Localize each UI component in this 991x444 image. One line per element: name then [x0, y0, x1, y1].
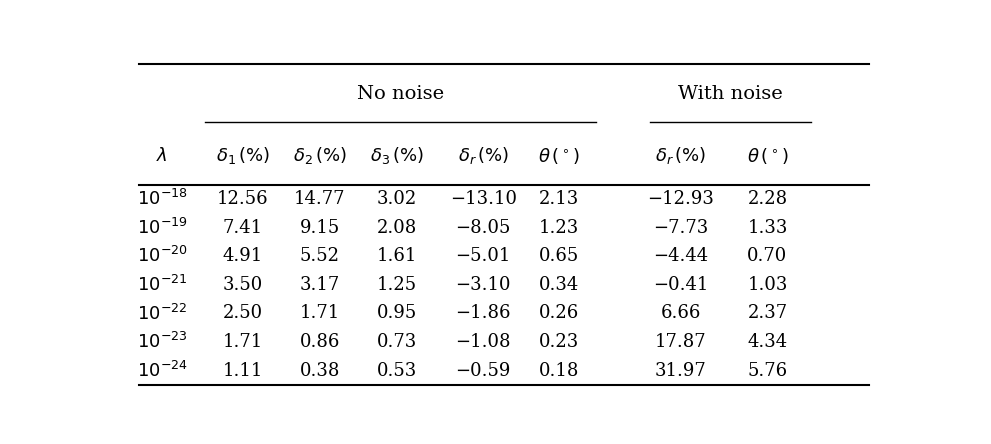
Text: $10^{-24}$: $10^{-24}$ — [137, 361, 187, 381]
Text: 0.34: 0.34 — [539, 276, 580, 294]
Text: 14.77: 14.77 — [294, 190, 346, 208]
Text: 2.08: 2.08 — [377, 219, 416, 237]
Text: $\delta_r\,(\%)$: $\delta_r\,(\%)$ — [458, 145, 509, 166]
Text: −0.59: −0.59 — [456, 361, 511, 380]
Text: $\lambda$: $\lambda$ — [157, 147, 168, 165]
Text: $10^{-21}$: $10^{-21}$ — [137, 275, 187, 295]
Text: $\delta_3\,(\%)$: $\delta_3\,(\%)$ — [370, 145, 423, 166]
Text: 0.23: 0.23 — [539, 333, 580, 351]
Text: −7.73: −7.73 — [653, 219, 709, 237]
Text: 1.33: 1.33 — [747, 219, 788, 237]
Text: 0.38: 0.38 — [299, 361, 340, 380]
Text: 2.50: 2.50 — [223, 305, 263, 322]
Text: −1.08: −1.08 — [456, 333, 511, 351]
Text: −3.10: −3.10 — [456, 276, 511, 294]
Text: 4.34: 4.34 — [747, 333, 788, 351]
Text: −0.41: −0.41 — [653, 276, 709, 294]
Text: 6.66: 6.66 — [661, 305, 701, 322]
Text: −4.44: −4.44 — [653, 247, 709, 266]
Text: 0.86: 0.86 — [299, 333, 340, 351]
Text: 3.50: 3.50 — [223, 276, 263, 294]
Text: 2.37: 2.37 — [747, 305, 788, 322]
Text: 1.71: 1.71 — [223, 333, 263, 351]
Text: 1.25: 1.25 — [377, 276, 416, 294]
Text: 9.15: 9.15 — [299, 219, 340, 237]
Text: 12.56: 12.56 — [217, 190, 269, 208]
Text: −13.10: −13.10 — [450, 190, 517, 208]
Text: $10^{-23}$: $10^{-23}$ — [137, 332, 187, 352]
Text: 0.73: 0.73 — [377, 333, 416, 351]
Text: 3.17: 3.17 — [299, 276, 340, 294]
Text: $10^{-18}$: $10^{-18}$ — [137, 189, 187, 209]
Text: 4.91: 4.91 — [223, 247, 263, 266]
Text: 0.70: 0.70 — [747, 247, 788, 266]
Text: $\theta\,(^\circ)$: $\theta\,(^\circ)$ — [746, 146, 789, 166]
Text: −8.05: −8.05 — [456, 219, 511, 237]
Text: With noise: With noise — [678, 85, 783, 103]
Text: 0.26: 0.26 — [539, 305, 580, 322]
Text: 0.18: 0.18 — [539, 361, 580, 380]
Text: $\delta_1\,(\%)$: $\delta_1\,(\%)$ — [216, 145, 270, 166]
Text: 5.52: 5.52 — [299, 247, 340, 266]
Text: 1.61: 1.61 — [377, 247, 416, 266]
Text: −12.93: −12.93 — [647, 190, 715, 208]
Text: $\delta_r\,(\%)$: $\delta_r\,(\%)$ — [655, 145, 707, 166]
Text: 2.13: 2.13 — [539, 190, 580, 208]
Text: $10^{-20}$: $10^{-20}$ — [137, 246, 187, 266]
Text: 1.11: 1.11 — [223, 361, 263, 380]
Text: 0.65: 0.65 — [539, 247, 580, 266]
Text: $10^{-19}$: $10^{-19}$ — [137, 218, 187, 238]
Text: −1.86: −1.86 — [456, 305, 511, 322]
Text: 2.28: 2.28 — [747, 190, 788, 208]
Text: No noise: No noise — [357, 85, 444, 103]
Text: 0.95: 0.95 — [377, 305, 416, 322]
Text: $\theta\,(^\circ)$: $\theta\,(^\circ)$ — [538, 146, 581, 166]
Text: 3.02: 3.02 — [377, 190, 416, 208]
Text: 1.23: 1.23 — [539, 219, 580, 237]
Text: −5.01: −5.01 — [456, 247, 511, 266]
Text: 5.76: 5.76 — [747, 361, 788, 380]
Text: 1.71: 1.71 — [299, 305, 340, 322]
Text: 17.87: 17.87 — [655, 333, 707, 351]
Text: $10^{-22}$: $10^{-22}$ — [137, 303, 187, 324]
Text: 1.03: 1.03 — [747, 276, 788, 294]
Text: 0.53: 0.53 — [377, 361, 416, 380]
Text: $\delta_2\,(\%)$: $\delta_2\,(\%)$ — [292, 145, 347, 166]
Text: 31.97: 31.97 — [655, 361, 707, 380]
Text: 7.41: 7.41 — [223, 219, 263, 237]
